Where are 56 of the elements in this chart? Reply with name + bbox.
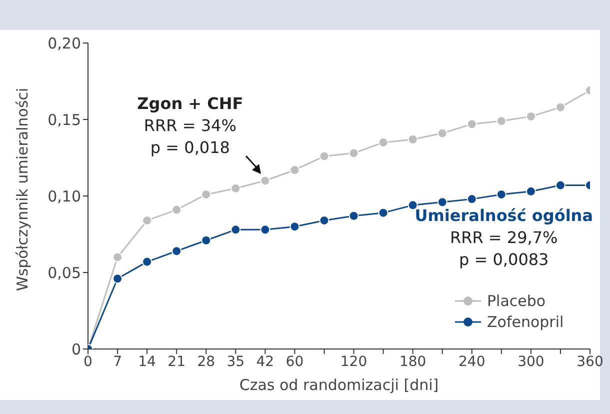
annotation: Umieralność ogólna RRR = 29,7% p = 0,0083 — [414, 205, 593, 272]
point — [112, 252, 123, 262]
point — [408, 134, 418, 144]
point — [319, 215, 330, 226]
y-tick-label: 0 — [71, 340, 81, 358]
point — [496, 116, 506, 126]
x-tick-label: 0 — [84, 354, 92, 370]
point — [260, 176, 270, 186]
point — [142, 256, 152, 267]
point — [290, 164, 300, 175]
x-tick-label: 42 — [256, 354, 274, 370]
point — [408, 200, 418, 210]
point — [172, 204, 182, 215]
point — [230, 224, 241, 235]
point — [112, 274, 123, 284]
point — [348, 210, 359, 221]
point — [555, 102, 566, 112]
point — [172, 246, 182, 256]
point — [466, 194, 477, 204]
x-tick-label: 28 — [197, 354, 216, 370]
y-tick-label: 0,05 — [48, 264, 81, 282]
point — [496, 189, 506, 200]
x-axis-title: Czas od randomizacji [dni] — [239, 376, 439, 394]
y-axis-title: Współczynnik umieralności — [13, 88, 32, 291]
point — [555, 180, 566, 190]
x-tick-label: 7 — [113, 354, 122, 370]
x-tick-label: 240 — [458, 354, 486, 370]
x-tick-label: 21 — [168, 354, 186, 370]
legend-label: Zofenopril — [487, 313, 564, 331]
point — [230, 183, 241, 194]
annotation: Zgon + CHF RRR = 34% p = 0,018 — [137, 92, 244, 159]
point — [348, 148, 359, 158]
x-tick-label: 360 — [576, 354, 604, 370]
legend-label: Placebo — [487, 292, 546, 310]
y-tick-label: 0,20 — [48, 34, 81, 52]
point — [378, 137, 388, 148]
point — [526, 111, 536, 122]
point — [142, 215, 152, 226]
x-tick-label: 120 — [340, 354, 368, 370]
x-tick-label: 35 — [226, 354, 245, 370]
point — [319, 151, 330, 162]
point — [437, 128, 448, 138]
x-tick-label: 14 — [138, 354, 156, 370]
x-tick-label: 300 — [518, 354, 544, 370]
y-tick-label: 0,15 — [48, 110, 81, 129]
point — [378, 208, 388, 218]
point — [437, 197, 448, 208]
point — [201, 189, 212, 200]
point — [201, 235, 212, 246]
y-tick-label: 0,10 — [48, 187, 81, 206]
point — [260, 224, 270, 235]
x-tick-label: 180 — [399, 354, 426, 370]
point — [466, 119, 477, 130]
point — [526, 186, 536, 196]
x-tick-label: 60 — [286, 354, 304, 370]
point — [290, 222, 300, 232]
